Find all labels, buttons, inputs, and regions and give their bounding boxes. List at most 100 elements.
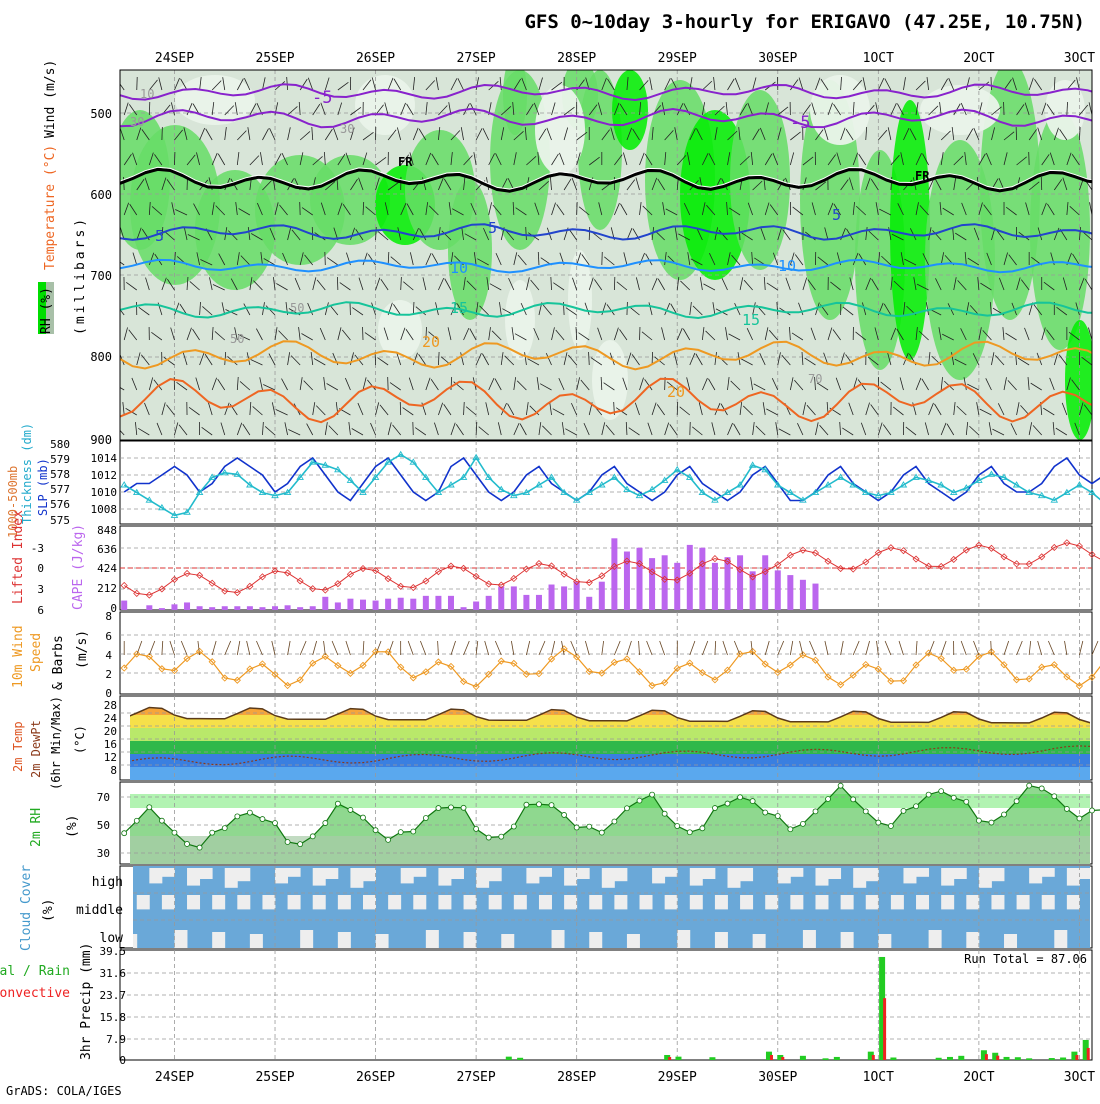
cape-bar (159, 608, 165, 610)
precip-bar (890, 1057, 896, 1060)
rh2m-point (1077, 816, 1082, 821)
ylabel-slp: SLP (mb) (36, 458, 50, 516)
cloud-low-block (501, 934, 514, 948)
cape-bar (222, 606, 228, 610)
cape-bar (373, 601, 379, 610)
rh-label-70: 70 (808, 372, 822, 386)
thk-tick-579: 579 (50, 453, 70, 466)
ylabel-thickness: Thickness (dm) (20, 423, 34, 524)
cape-bar (423, 596, 429, 610)
cloud-low-block (966, 932, 979, 948)
rh-blob (890, 100, 930, 360)
li-tick-0: 0 (37, 562, 44, 575)
rh-label-30b: 30 (340, 122, 354, 136)
cape-bar (649, 558, 655, 610)
cape-bar (398, 598, 404, 610)
temp-label-5a: 5 (155, 227, 164, 245)
rh-label-10: 10 (140, 87, 154, 101)
rh2m-point (423, 816, 428, 821)
top-day-label: 27SEP (457, 51, 496, 66)
rh2m-point (361, 815, 366, 820)
cape-bar (536, 595, 542, 610)
cape-bar (699, 548, 705, 610)
upper-air-y-ticks: 500 600 700 800 900 (90, 107, 112, 447)
thk-tick-575: 575 (50, 514, 70, 527)
cloud-high-block (350, 868, 363, 888)
cloud-mid-block (991, 895, 1004, 909)
cloud-high-block (740, 868, 753, 881)
cloud-mid-block (187, 895, 200, 909)
cloud-high-block (828, 868, 841, 879)
wind10-frame (120, 612, 1092, 694)
rh2m-point (247, 810, 252, 815)
cloud-mid-block (313, 895, 326, 909)
cloud-mid-block (489, 895, 502, 909)
cloud-high-block (1029, 868, 1042, 883)
cloud-high-block (451, 868, 464, 879)
cape-bar (385, 599, 391, 610)
rh2m-point (398, 830, 403, 835)
precip-tick-23.7: 23.7 (100, 989, 127, 1002)
rh2m-point (524, 802, 529, 807)
wind-barb (1092, 423, 1096, 435)
cloud-mid-block (640, 895, 653, 909)
bottom-day-label: 24SEP (155, 1070, 194, 1085)
cloud-high-block (903, 868, 916, 883)
rh2m-point (147, 805, 152, 810)
cloud-high-block (979, 868, 992, 888)
rh2m-point (1064, 806, 1069, 811)
cloud-low-block (250, 934, 263, 948)
cape-tick-636: 636 (97, 543, 117, 556)
cloud-low-block (589, 932, 602, 948)
top-day-label: 29SEP (658, 51, 697, 66)
cape-bar (272, 606, 278, 610)
cloud-low-block (753, 934, 766, 948)
t2-tick-16: 16 (104, 738, 117, 751)
t2-tick-20: 20 (104, 725, 117, 738)
cape-bar (297, 607, 303, 610)
cape-panel: -3 0 3 6 848 636 424 212 0 Lifted Index … (11, 510, 1100, 617)
cloud-middle-label: middle (76, 903, 123, 918)
rh2m-point (549, 803, 554, 808)
top-day-label: 2OCT (963, 51, 994, 66)
temp-label-20a: 20 (422, 333, 440, 351)
thk-tick-576: 576 (50, 498, 70, 511)
rh2m-point (197, 845, 202, 850)
rh2m-point (260, 817, 265, 822)
rh2m-point (675, 824, 680, 829)
rh2m-point (335, 801, 340, 806)
precip-bar (675, 1057, 681, 1060)
cloud-mid-block (212, 895, 225, 909)
cloud-mid-block (1042, 895, 1055, 909)
rh2m-point (901, 808, 906, 813)
rh2m-point (562, 812, 567, 817)
rh2m-point (574, 825, 579, 830)
cloud-mid-block (388, 895, 401, 909)
rh2m-point (273, 821, 278, 826)
rh2m-point (185, 841, 190, 846)
cloud-high-block (991, 868, 1004, 881)
rh2m-point (813, 809, 818, 814)
cloud-mid-block (966, 895, 979, 909)
cloud-mid-block (438, 895, 451, 909)
cloud-low-block (1092, 932, 1100, 948)
rh2m-point (914, 804, 919, 809)
cloud-low-label: low (100, 931, 124, 946)
precip-tick-0: 0 (119, 1054, 126, 1067)
rh2m-point (750, 799, 755, 804)
cloud-high-block (187, 868, 200, 886)
chart-title: GFS 0~10day 3-hourly for ERIGAVO (47.25E… (524, 11, 1085, 33)
cape-bar (574, 582, 580, 610)
rh2m-point (499, 834, 504, 839)
rh2m-point (1027, 783, 1032, 788)
rh2m-point (411, 829, 416, 834)
slp-tick-1014: 1014 (91, 452, 118, 465)
cloud-high-block (916, 868, 929, 877)
cloud-mid-block (815, 895, 828, 909)
cloud-mid-block (1092, 895, 1100, 909)
wind-tick-4: 4 (105, 649, 112, 662)
cape-bar (800, 580, 806, 610)
temp-label-15a: 15 (450, 299, 468, 317)
cloud-mid-block (665, 895, 678, 909)
